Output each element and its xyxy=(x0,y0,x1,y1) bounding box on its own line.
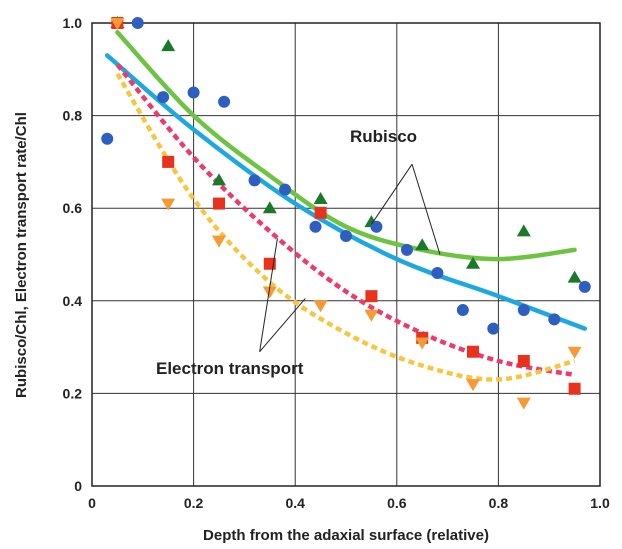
point-circle xyxy=(370,220,383,233)
point-triangle-up xyxy=(516,224,531,237)
y-tick-label: 0 xyxy=(74,478,82,494)
point-circle xyxy=(248,174,261,187)
point-triangle-up xyxy=(567,270,582,283)
point-circle xyxy=(548,313,561,326)
x-axis-title: Depth from the adaxial surface (relative… xyxy=(203,527,489,544)
point-square xyxy=(568,382,581,395)
point-circle xyxy=(456,304,469,317)
fit-line-triangle-down xyxy=(115,72,576,382)
x-tick-label: 0.2 xyxy=(184,495,204,511)
point-circle xyxy=(101,132,114,145)
point-square xyxy=(314,206,327,219)
point-triangle-up xyxy=(466,256,480,269)
callout-line xyxy=(370,163,413,225)
point-triangle-up xyxy=(313,191,328,204)
point-circle xyxy=(279,183,292,196)
callout-line xyxy=(411,164,441,255)
point-triangle-up xyxy=(212,173,226,186)
point-triangle-down xyxy=(516,397,531,410)
callout-line xyxy=(259,298,306,353)
point-circle xyxy=(517,304,530,317)
point-triangle-up xyxy=(262,201,277,214)
point-triangle-down xyxy=(567,346,582,359)
point-triangle-down xyxy=(161,198,176,211)
annotation-rubisco: Rubisco xyxy=(350,127,417,146)
fit-line-circle xyxy=(104,53,588,331)
point-square xyxy=(467,345,479,358)
point-circle xyxy=(187,86,200,99)
y-tick-label: 0.2 xyxy=(63,385,83,401)
point-triangle-up xyxy=(415,238,430,251)
point-circle xyxy=(157,91,170,104)
point-circle xyxy=(431,267,444,280)
point-triangle-down xyxy=(466,379,480,392)
y-tick-label: 0.4 xyxy=(63,293,83,309)
point-circle xyxy=(340,229,352,242)
x-tick-label: 1.0 xyxy=(590,495,610,511)
fit-line-square xyxy=(115,63,576,378)
y-tick-label: 0.8 xyxy=(63,108,83,124)
point-triangle-down xyxy=(364,309,379,322)
point-square xyxy=(213,197,225,210)
fit-line-triangle-up xyxy=(115,30,577,262)
point-triangle-up xyxy=(161,39,176,52)
point-triangle-down xyxy=(212,235,226,248)
point-circle xyxy=(218,95,231,108)
fit-lines xyxy=(104,30,588,382)
y-tick-label: 1.0 xyxy=(63,15,83,31)
point-circle xyxy=(487,322,500,335)
y-axis-title: Rubisco/Chl, Electron transport rate/Chl xyxy=(13,112,30,398)
point-circle xyxy=(309,220,322,233)
annotation-callouts xyxy=(259,163,441,353)
tick-labels: 0 0.2 0.4 0.6 0.8 1.0 0 0.2 0.4 0.6 0.8 1.0 xyxy=(63,15,610,511)
plot-frame xyxy=(91,22,601,487)
x-tick-label: 0 xyxy=(88,495,96,511)
point-circle xyxy=(578,280,591,293)
point-triangle-down xyxy=(415,337,430,350)
point-square xyxy=(517,354,530,367)
point-square xyxy=(365,290,378,303)
x-tick-label: 0.6 xyxy=(387,495,407,511)
y-tick-label: 0.6 xyxy=(63,200,83,216)
x-tick-label: 0.4 xyxy=(285,495,305,511)
point-circle xyxy=(400,243,413,256)
point-triangle-down xyxy=(313,300,328,313)
annotation-electron-transport: Electron transport xyxy=(156,359,304,378)
data-markers xyxy=(101,16,591,410)
point-square xyxy=(162,155,175,168)
point-circle xyxy=(131,17,144,29)
point-triangle-down xyxy=(110,18,125,30)
x-tick-label: 0.8 xyxy=(489,495,509,511)
point-triangle-down xyxy=(262,286,277,299)
callout-line xyxy=(259,238,278,352)
